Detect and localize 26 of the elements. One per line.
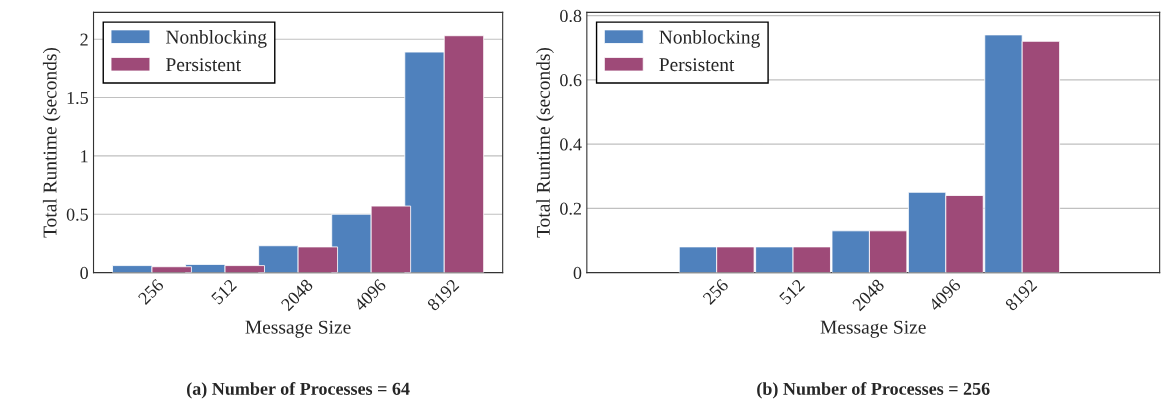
y-tick-label: 0.8 (560, 9, 582, 23)
y-tick-label: 0.2 (560, 202, 581, 215)
x-tick-label: 8192 (426, 278, 460, 312)
x-tick-label: 8192 (1004, 278, 1038, 312)
x-axis-title: Message Size (245, 320, 351, 338)
y-axis-title: Total Runtime (seconds) (42, 47, 61, 238)
text: (b) Number of Processes = 256 (757, 381, 990, 399)
y-tick-label: 0 (573, 266, 582, 280)
x-tick-label: 512 (778, 278, 806, 305)
legend-label: Nonblocking (166, 30, 267, 48)
x-tick-label: 256 (137, 278, 165, 306)
x-tick-label: 512 (210, 278, 238, 305)
y-tick-label: 0.4 (560, 138, 582, 151)
y-tick-label: 1.5 (67, 91, 88, 105)
y-tick-label: 0.5 (66, 208, 88, 221)
y-tick-label: 1 (81, 150, 88, 163)
legend-label: Nonblocking (659, 30, 760, 48)
y-tick-label: 0.6 (560, 74, 582, 87)
legend-label: Persistent (659, 58, 735, 72)
legend-label: Persistent (166, 58, 241, 72)
x-axis-title: Message Size (820, 320, 926, 338)
text: (a) Number of Processes = 64 (187, 381, 410, 399)
y-tick-label: 2 (80, 33, 88, 46)
y-axis-title: Total Runtime (seconds) (536, 47, 554, 238)
y-tick-label: 0 (80, 266, 88, 280)
x-tick-label: 256 (702, 278, 730, 306)
